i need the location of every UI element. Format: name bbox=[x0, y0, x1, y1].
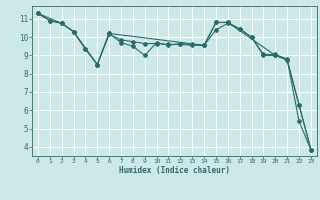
X-axis label: Humidex (Indice chaleur): Humidex (Indice chaleur) bbox=[119, 166, 230, 175]
